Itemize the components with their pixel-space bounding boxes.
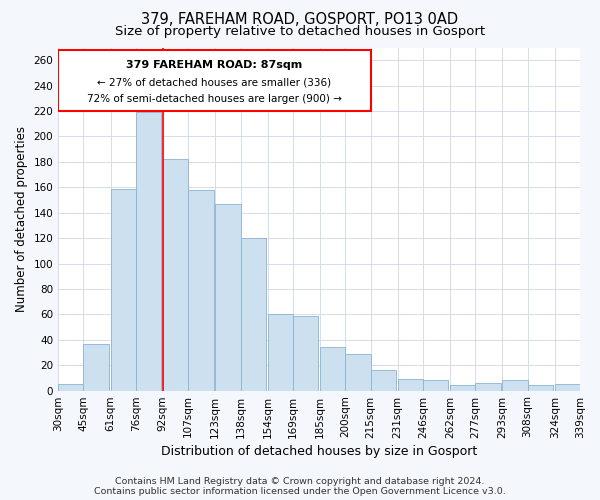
Bar xyxy=(320,348,345,391)
Bar xyxy=(163,160,188,390)
Bar xyxy=(136,112,161,390)
Text: ← 27% of detached houses are smaller (336): ← 27% of detached houses are smaller (33… xyxy=(97,78,331,88)
FancyBboxPatch shape xyxy=(58,50,371,111)
Bar xyxy=(398,379,423,390)
Bar xyxy=(58,384,83,390)
X-axis label: Distribution of detached houses by size in Gosport: Distribution of detached houses by size … xyxy=(161,444,477,458)
Text: Contains public sector information licensed under the Open Government Licence v3: Contains public sector information licen… xyxy=(94,487,506,496)
Bar xyxy=(268,314,293,390)
Bar xyxy=(293,316,318,390)
Text: 379 FAREHAM ROAD: 87sqm: 379 FAREHAM ROAD: 87sqm xyxy=(126,60,302,70)
Text: 72% of semi-detached houses are larger (900) →: 72% of semi-detached houses are larger (… xyxy=(87,94,342,104)
Bar xyxy=(554,384,580,390)
Bar xyxy=(371,370,396,390)
Bar xyxy=(527,386,553,390)
Bar xyxy=(450,386,475,390)
Bar xyxy=(345,354,371,391)
Bar xyxy=(423,380,448,390)
Bar xyxy=(83,344,109,390)
Text: Size of property relative to detached houses in Gosport: Size of property relative to detached ho… xyxy=(115,25,485,38)
Bar xyxy=(110,188,136,390)
Bar xyxy=(241,238,266,390)
Text: 379, FAREHAM ROAD, GOSPORT, PO13 0AD: 379, FAREHAM ROAD, GOSPORT, PO13 0AD xyxy=(142,12,458,28)
Text: Contains HM Land Registry data © Crown copyright and database right 2024.: Contains HM Land Registry data © Crown c… xyxy=(115,477,485,486)
Bar xyxy=(188,190,214,390)
Bar xyxy=(475,383,500,390)
Y-axis label: Number of detached properties: Number of detached properties xyxy=(15,126,28,312)
Bar xyxy=(215,204,241,390)
Bar xyxy=(502,380,527,390)
